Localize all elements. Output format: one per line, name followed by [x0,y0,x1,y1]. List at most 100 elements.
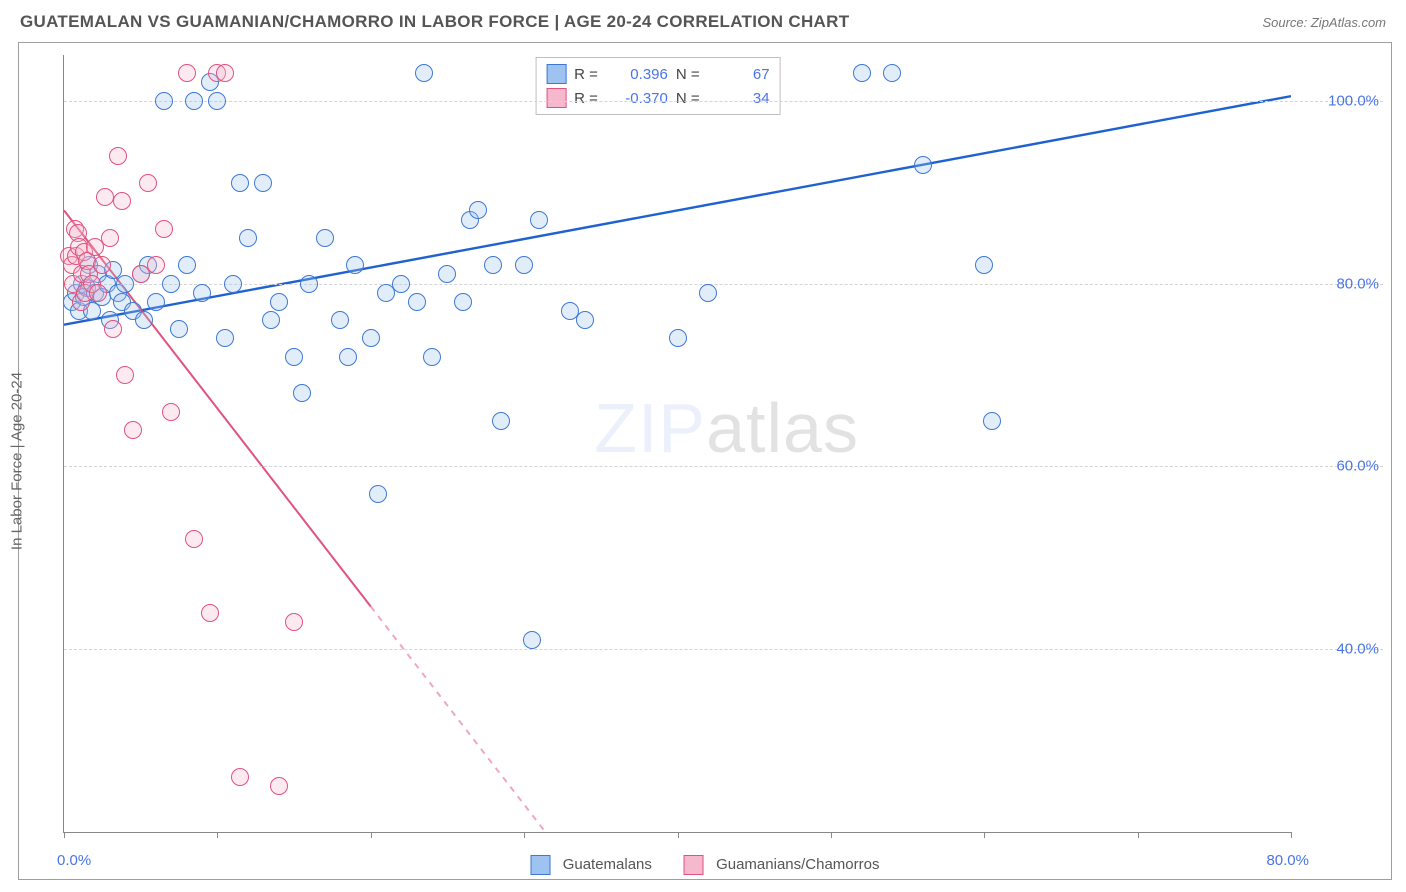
data-point [185,530,203,548]
legend-swatch-guamanians [684,855,704,875]
legend-swatch-guatemalans [531,855,551,875]
data-point [113,192,131,210]
data-point [89,284,107,302]
data-point [285,348,303,366]
data-point [339,348,357,366]
x-axis-max-label: 80.0% [1266,852,1309,869]
data-point [162,403,180,421]
data-point [155,220,173,238]
data-point [224,275,242,293]
data-point [530,211,548,229]
data-point [492,412,510,430]
y-tick-label: 80.0% [1336,275,1379,292]
x-tick [984,832,985,838]
x-tick [371,832,372,838]
data-point [454,293,472,311]
data-point [392,275,410,293]
correlation-legend: R = 0.396 N = 67 R = -0.370 N = 34 [535,57,781,115]
x-tick [524,832,525,838]
data-point [185,92,203,110]
data-point [124,421,142,439]
data-point [162,275,180,293]
data-point [914,156,932,174]
data-point [135,311,153,329]
source-attribution: Source: ZipAtlas.com [1262,15,1386,30]
legend-swatch-1 [546,64,566,84]
data-point [883,64,901,82]
data-point [178,256,196,274]
data-point [208,92,226,110]
data-point [270,293,288,311]
data-point [147,293,165,311]
trend-lines [64,55,1291,832]
y-tick-label: 100.0% [1328,92,1379,109]
data-point [285,613,303,631]
data-point [254,174,272,192]
data-point [362,329,380,347]
data-point [170,320,188,338]
legend-swatch-2 [546,88,566,108]
x-tick [217,832,218,838]
data-point [201,604,219,622]
plot-area: ZIPatlas R = 0.396 N = 67 R = -0.370 N =… [63,55,1291,833]
series-legend: Guatemalans Guamanians/Chamorros [531,855,880,875]
legend-item-2: Guamanians/Chamorros [684,855,880,875]
data-point [109,147,127,165]
data-point [178,64,196,82]
data-point [139,174,157,192]
data-point [975,256,993,274]
chart-container: In Labor Force | Age 20-24 ZIPatlas R = … [18,42,1392,880]
data-point [270,777,288,795]
data-point [438,265,456,283]
chart-title: GUATEMALAN VS GUAMANIAN/CHAMORRO IN LABO… [20,12,849,32]
legend-row-series-1: R = 0.396 N = 67 [546,62,770,86]
x-tick [1138,832,1139,838]
data-point [669,329,687,347]
data-point [101,229,119,247]
data-point [853,64,871,82]
data-point [300,275,318,293]
data-point [316,229,334,247]
data-point [576,311,594,329]
x-tick [64,832,65,838]
data-point [147,256,165,274]
data-point [293,384,311,402]
x-tick [831,832,832,838]
y-tick-label: 60.0% [1336,458,1379,475]
data-point [93,256,111,274]
data-point [116,366,134,384]
data-point [983,412,1001,430]
data-point [346,256,364,274]
data-point [369,485,387,503]
gridline [64,466,1383,467]
data-point [515,256,533,274]
data-point [216,329,234,347]
legend-row-series-2: R = -0.370 N = 34 [546,86,770,110]
gridline [64,649,1383,650]
data-point [408,293,426,311]
data-point [262,311,280,329]
data-point [231,174,249,192]
data-point [469,201,487,219]
legend-item-1: Guatemalans [531,855,652,875]
data-point [216,64,234,82]
data-point [231,768,249,786]
data-point [699,284,717,302]
data-point [239,229,257,247]
gridline [64,284,1383,285]
data-point [523,631,541,649]
data-point [484,256,502,274]
data-point [193,284,211,302]
data-point [331,311,349,329]
data-point [423,348,441,366]
data-point [155,92,173,110]
x-tick [678,832,679,838]
data-point [96,188,114,206]
y-tick-label: 40.0% [1336,641,1379,658]
x-tick [1291,832,1292,838]
gridline [64,101,1383,102]
watermark: ZIPatlas [594,388,859,468]
data-point [415,64,433,82]
data-point [104,320,122,338]
x-axis-min-label: 0.0% [57,852,91,869]
